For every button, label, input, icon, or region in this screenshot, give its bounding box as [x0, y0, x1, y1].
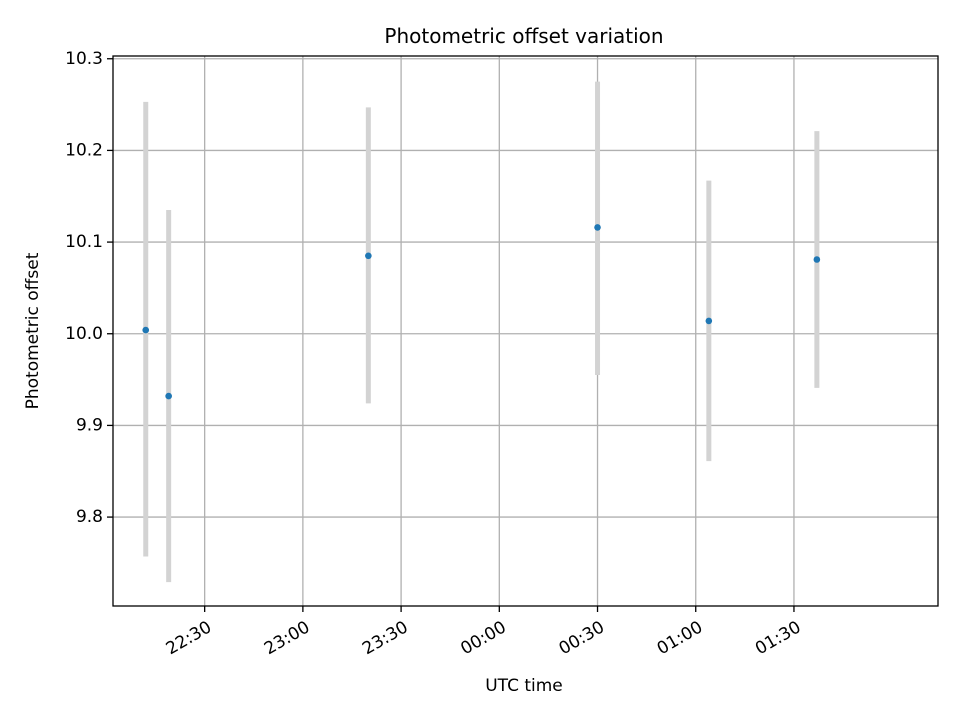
x-tick-label: 01:30	[752, 617, 804, 659]
data-point	[165, 392, 172, 400]
axis-ticks: 22:30 23:00 23:30 00:00 00:30 01:00 01:30 9.8 9.…	[65, 49, 804, 659]
data-point	[142, 326, 150, 334]
data-point	[594, 224, 601, 231]
x-tick-label: 22:30	[163, 617, 215, 659]
y-tick-label: 10.1	[65, 232, 103, 252]
error-bars	[143, 81, 820, 583]
x-tick-label: 01:00	[654, 617, 706, 659]
x-tick-label: 23:30	[359, 617, 411, 659]
y-tick-label: 9.9	[76, 415, 103, 435]
y-tick-label: 10.2	[65, 140, 103, 160]
grid	[113, 56, 938, 606]
chart-title: Photometric offset variation	[384, 24, 663, 48]
x-tick-label: 00:30	[556, 617, 608, 659]
data-points	[142, 224, 821, 400]
y-tick-label: 10.3	[65, 49, 103, 69]
y-axis-label: Photometric offset	[23, 252, 43, 409]
x-axis-label: UTC time	[485, 676, 563, 696]
data-point	[705, 317, 713, 325]
y-tick-label: 9.8	[76, 507, 103, 527]
data-point	[365, 252, 372, 260]
x-tick-label: 23:00	[261, 617, 313, 659]
x-tick-label: 00:00	[457, 617, 509, 659]
plot-frame	[112, 55, 939, 607]
y-tick-label: 10.0	[65, 324, 103, 344]
data-point	[813, 256, 821, 263]
